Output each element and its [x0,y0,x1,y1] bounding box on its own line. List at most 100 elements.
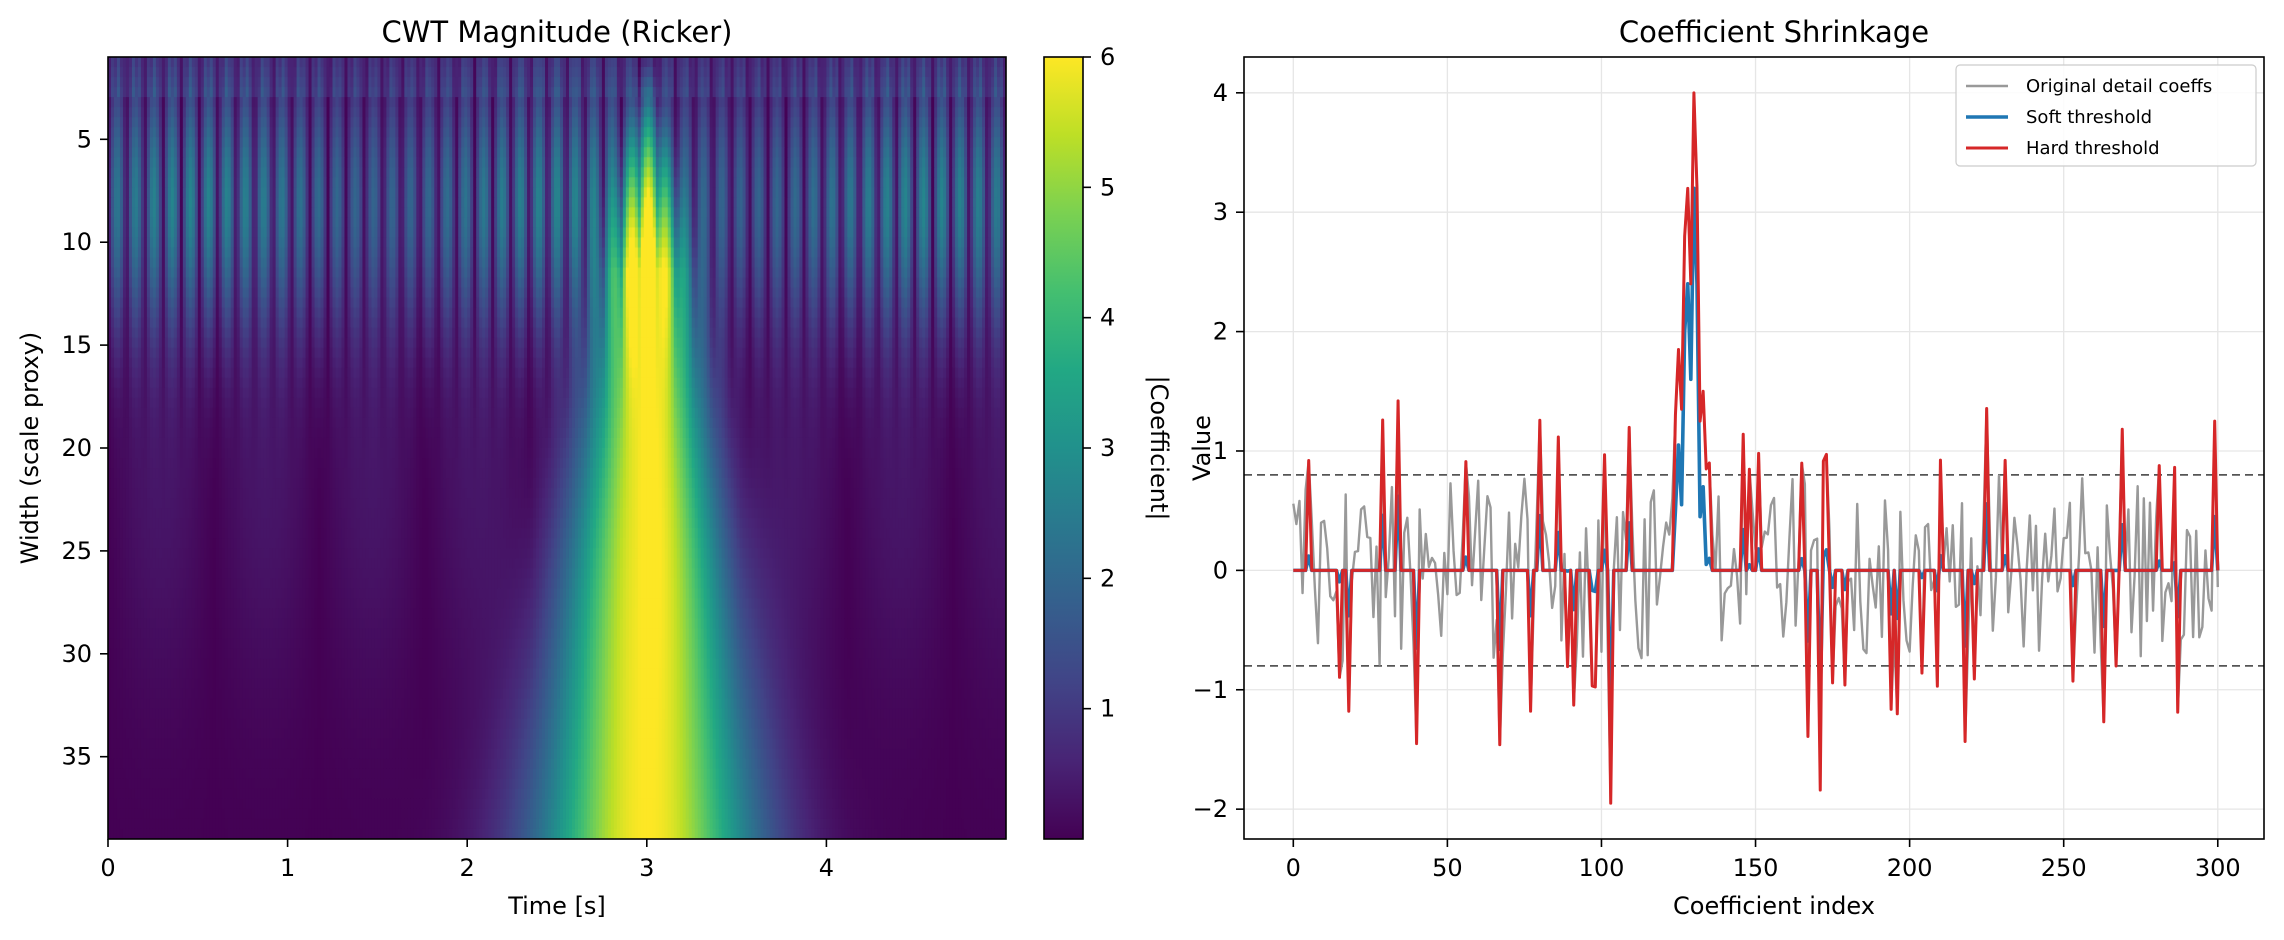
heatmap-cell [293,87,298,98]
heatmap-cell [763,137,768,148]
heatmap-cell [467,157,471,168]
heatmap-cell [748,67,753,78]
heatmap-cell [634,77,639,88]
heatmap-cell [679,107,684,118]
heatmap-cell [859,67,863,78]
heatmap-cell [221,87,226,98]
heatmap-cell [233,107,238,118]
heatmap-cell [724,137,729,148]
heatmap-cell [314,107,319,118]
heatmap-cell [332,157,337,168]
heatmap-cell [883,87,887,98]
heatmap-cell [718,67,723,78]
heatmap-cell [179,87,184,98]
heatmap-cell [143,127,148,138]
heatmap-cell [649,67,654,78]
heatmap-cell [784,67,789,78]
heatmap-cell [940,67,944,78]
heatmap-cell [895,97,899,108]
heatmap-cell [760,67,765,78]
heatmap-cell [850,117,854,128]
heatmap-cell [401,147,405,158]
heatmap-cell [991,107,995,118]
heatmap-cell [194,87,199,98]
heatmap-cell [664,97,669,108]
heatmap-cell [548,57,552,68]
heatmap-cell [197,57,202,68]
heatmap-cell [149,117,154,128]
heatmap-cell [580,97,585,108]
heatmap-cell [865,87,869,98]
heatmap-cell [113,77,118,88]
heatmap-cell [628,97,633,108]
heatmap-cell [299,147,304,158]
heatmap-cell [769,117,774,128]
heatmap-cell [853,107,857,118]
heatmap-cell [542,77,546,88]
heatmap-cell [727,117,732,128]
heatmap-cell [434,137,438,148]
heatmap-cell [125,127,130,138]
heatmap-cell [895,87,899,98]
heatmap-cell [524,67,528,78]
heatmap-cell [269,117,274,128]
heatmap-cell [559,147,564,158]
heatmap-cell [176,87,181,98]
heatmap-cell [757,57,762,68]
heatmap-cell [877,147,881,158]
heatmap-cell [383,77,387,88]
heatmap-cell [446,107,450,118]
heatmap-cell [422,137,426,148]
heatmap-cell [607,147,612,158]
heatmap-cell [278,137,283,148]
heatmap-cell [949,107,953,118]
heatmap-cell [745,67,750,78]
heatmap-cell [518,87,522,98]
heatmap-cell [808,57,813,68]
heatmap-cell [562,147,567,158]
heatmap-cell [613,57,618,68]
heatmap-cell [374,157,378,168]
heatmap-cell [850,57,854,68]
heatmap-cell [808,107,813,118]
heatmap-cell [694,157,699,168]
heatmap-cell [539,127,543,138]
heatmap-cell [239,127,244,138]
heatmap-cell [838,77,842,88]
heatmap-cell [404,157,408,168]
heatmap-cell [479,157,483,168]
heatmap-cell [449,87,453,98]
heatmap-cell [985,97,989,108]
heatmap-cell [467,137,471,148]
heatmap-cell [700,117,705,128]
heatmap-cell [158,67,163,78]
heatmap-cell [536,147,540,158]
heatmap-cell [203,107,208,118]
heatmap-cell [248,157,253,168]
heatmap-cell [916,127,920,138]
heatmap-cell [143,97,148,108]
heatmap-cell [176,127,181,138]
heatmap-cell [464,67,468,78]
heatmap-cell [652,127,657,138]
heatmap-cell [904,57,908,68]
heatmap-cell [548,157,552,168]
heatmap-cell [913,57,917,68]
heatmap-cell [479,137,483,148]
heatmap-cell [206,117,211,128]
heatmap-cell [263,137,268,148]
heatmap-cell [545,77,549,88]
heatmap-cell [667,77,672,88]
heatmap-cell [937,67,941,78]
heatmap-cell [706,137,711,148]
heatmap-cell [775,97,780,108]
heatmap-cell [380,157,384,168]
heatmap-cell [817,107,822,118]
heatmap-cell [751,67,756,78]
heatmap-cell [419,137,423,148]
heatmap-cell [823,117,827,128]
heatmap-cell [745,107,750,118]
heatmap-cell [344,147,349,158]
heatmap-cell [455,67,459,78]
heatmap-cell [152,117,157,128]
